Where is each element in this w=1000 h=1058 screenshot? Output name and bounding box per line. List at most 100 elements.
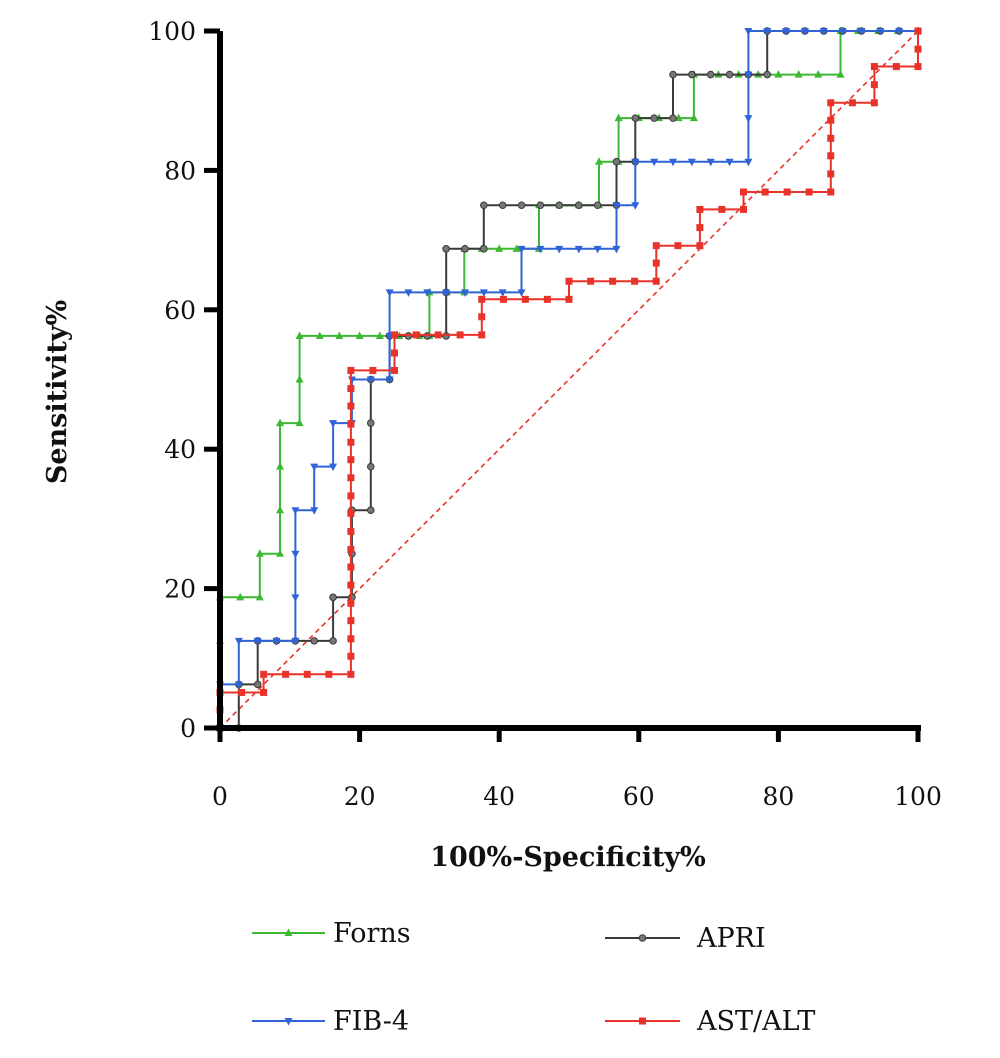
- series-layer: [216, 26, 922, 733]
- reference-diagonal-line: [219, 30, 919, 729]
- data-point: [800, 28, 809, 36]
- data-point: [838, 28, 847, 36]
- data-point: [391, 331, 398, 339]
- y-tick-label: 0: [180, 714, 196, 743]
- data-point: [291, 637, 300, 646]
- data-point: [347, 420, 355, 428]
- series-line-fib-4: [219, 30, 918, 728]
- data-point: [495, 244, 504, 252]
- data-point: [536, 245, 545, 254]
- data-point: [521, 295, 529, 303]
- data-point: [347, 509, 355, 517]
- data-point: [347, 366, 355, 374]
- data-point: [725, 70, 734, 79]
- data-point: [669, 70, 677, 79]
- data-point: [478, 295, 486, 303]
- data-point: [255, 592, 264, 601]
- legend: Forns APRI FIB-4 AST/ALT: [252, 918, 815, 1037]
- data-point: [236, 592, 245, 601]
- x-tick-label: 60: [623, 782, 655, 811]
- data-point: [272, 637, 281, 646]
- data-point: [478, 331, 486, 339]
- data-point: [706, 158, 715, 167]
- data-point: [315, 331, 324, 339]
- data-point: [310, 463, 319, 472]
- data-point: [461, 245, 469, 253]
- data-point: [827, 134, 835, 142]
- data-point: [718, 205, 726, 213]
- data-point: [347, 635, 355, 643]
- data-point: [391, 349, 398, 357]
- data-point: [652, 277, 660, 285]
- data-point: [234, 681, 243, 689]
- data-point: [310, 507, 319, 515]
- data-point: [385, 376, 394, 384]
- data-point: [347, 385, 355, 393]
- data-point: [565, 295, 573, 303]
- data-point: [347, 652, 355, 660]
- data-point: [366, 506, 375, 514]
- data-point: [335, 331, 344, 339]
- data-point: [434, 331, 442, 339]
- data-point: [612, 245, 621, 254]
- data-point: [276, 462, 285, 470]
- data-point: [260, 670, 268, 678]
- series-fib-4: [216, 28, 922, 733]
- x-tick-label: 80: [762, 782, 794, 811]
- data-point: [763, 70, 772, 79]
- data-point: [355, 331, 364, 339]
- data-point: [609, 277, 617, 285]
- data-point: [631, 277, 639, 285]
- data-point: [827, 99, 835, 107]
- legend-marker: [284, 928, 293, 936]
- data-point: [347, 527, 355, 535]
- data-point: [555, 201, 564, 210]
- data-point: [631, 202, 640, 210]
- data-point: [347, 546, 355, 554]
- data-point: [517, 245, 526, 254]
- data-point: [512, 244, 521, 252]
- legend-item-forns: Forns: [252, 918, 411, 949]
- data-point: [870, 63, 878, 71]
- data-point: [347, 670, 355, 678]
- data-point: [310, 637, 319, 645]
- data-point: [574, 245, 583, 254]
- data-point: [740, 188, 747, 196]
- data-point: [696, 205, 704, 213]
- data-point: [329, 420, 338, 428]
- data-point: [650, 114, 658, 122]
- data-point: [291, 594, 300, 602]
- data-point: [347, 563, 355, 571]
- data-point: [870, 81, 878, 89]
- data-point: [744, 28, 753, 36]
- data-point: [612, 202, 621, 210]
- data-point: [480, 201, 488, 210]
- data-point: [478, 313, 486, 321]
- data-point: [260, 688, 268, 696]
- data-point: [347, 402, 355, 410]
- x-tick-label: 100: [894, 782, 942, 811]
- legend-item-apri: APRI: [605, 923, 766, 954]
- data-point: [696, 224, 704, 232]
- data-point: [329, 593, 337, 602]
- data-point: [499, 295, 507, 303]
- data-point: [480, 245, 488, 253]
- data-point: [423, 332, 432, 340]
- data-point: [574, 201, 583, 210]
- x-axis-title: 100%-Specificity%: [430, 842, 706, 873]
- data-point: [669, 158, 678, 167]
- data-point: [295, 331, 304, 339]
- data-point: [744, 71, 753, 80]
- data-point: [276, 549, 285, 557]
- y-axis-title: Sensitivity%: [42, 300, 73, 484]
- data-point: [857, 28, 866, 36]
- y-tick-label: 80: [164, 156, 196, 185]
- data-point: [892, 63, 900, 71]
- data-point: [442, 245, 450, 253]
- reference-line-layer: [219, 30, 919, 729]
- data-point: [375, 331, 384, 339]
- series-apri: [216, 27, 922, 732]
- axes-layer: [217, 31, 921, 731]
- data-point: [819, 28, 828, 36]
